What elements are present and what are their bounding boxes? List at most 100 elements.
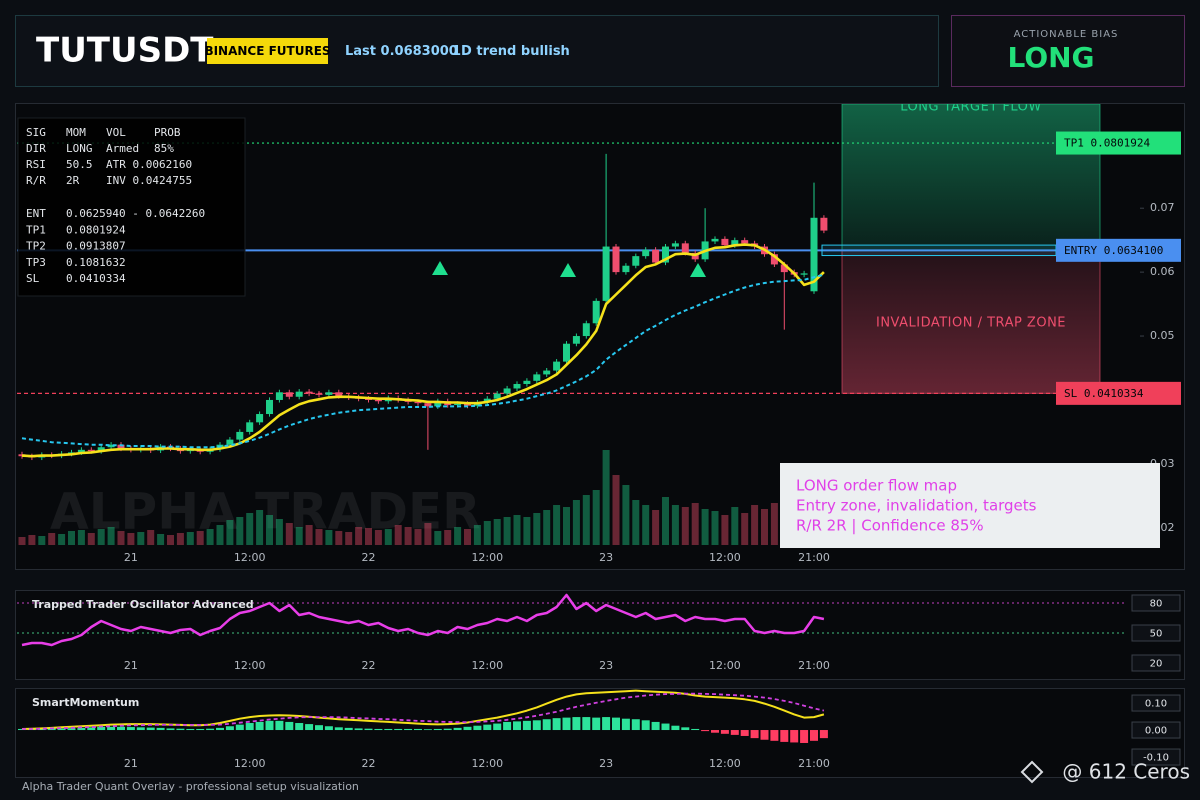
- histogram-bar: [612, 717, 620, 731]
- volume-bar: [355, 527, 363, 545]
- y-tick-box: [1131, 694, 1181, 712]
- stat-cell: Armed: [106, 142, 139, 155]
- stat-cell: LONG: [66, 142, 93, 155]
- stat-level: SL: [26, 272, 40, 285]
- candle-body: [434, 401, 442, 407]
- candle-body: [236, 431, 244, 440]
- level-tags: TP1 0.0801924 ENTRY 0.0634100 SL 0.0410334: [1056, 131, 1181, 405]
- volume-bar: [741, 513, 749, 545]
- note-line: Entry zone, invalidation, targets: [796, 497, 1037, 515]
- credit: @ 612 Ceros: [1062, 760, 1190, 784]
- volume-bar: [761, 509, 768, 545]
- candle-body: [117, 444, 125, 449]
- histogram-bar: [819, 730, 828, 739]
- volume-bar: [543, 510, 551, 545]
- histogram-bar: [433, 728, 442, 731]
- x-tick-label: 21:00: [798, 659, 830, 672]
- volume-bar: [493, 519, 501, 545]
- x-tick-label: 12:00: [709, 551, 741, 564]
- stat-cell: DIR: [26, 142, 46, 155]
- stat-cell: VOL: [106, 126, 126, 139]
- candle-body: [454, 403, 462, 406]
- y-tick-box: [1131, 624, 1181, 642]
- volume-bar: [701, 509, 709, 545]
- volume-bar: [671, 505, 679, 545]
- histogram-bar: [265, 720, 274, 731]
- histogram-bar: [790, 730, 799, 743]
- candle-body: [741, 240, 749, 244]
- histogram-bar: [245, 723, 254, 731]
- bias-box: [951, 15, 1185, 87]
- candle-body: [652, 249, 660, 263]
- stats: SIG MOM VOL PROB DIR LONG Armed 85% RSI 50.5 ATR 0…: [26, 126, 205, 285]
- credit-logo: [1020, 760, 1044, 784]
- histogram-bar: [711, 730, 719, 733]
- histogram-bar: [443, 728, 452, 731]
- volume-bar: [602, 450, 610, 545]
- histogram-bar: [740, 730, 749, 736]
- histogram-bar: [800, 730, 809, 743]
- volume-bar: [553, 505, 561, 545]
- bias-value: LONG: [1007, 41, 1094, 74]
- candle-body: [464, 403, 471, 406]
- volume-bar: [770, 503, 778, 545]
- y-tick-box: [1131, 594, 1181, 612]
- histogram-bar: [423, 729, 432, 731]
- volume-bar: [345, 532, 353, 545]
- zone-label: INVALIDATION / TRAP ZONE: [876, 315, 1066, 330]
- histogram-bar: [206, 728, 215, 731]
- x-tick-label: 12:00: [471, 551, 503, 564]
- target-zone: [841, 104, 1101, 251]
- candle-body: [513, 383, 521, 389]
- histogram-bar: [404, 728, 413, 731]
- volume-bar: [186, 532, 194, 545]
- exchange: BINANCE FUTURES: [204, 44, 330, 58]
- volume-bar: [473, 525, 481, 545]
- volume-bar: [176, 533, 184, 545]
- volume-bar: [216, 525, 224, 545]
- axes: 21 12:00 22 12:00 23 12:00 21:000.020.030.050.…: [32, 201, 1181, 770]
- histogram-bar: [87, 727, 96, 731]
- histogram-bar: [513, 721, 521, 731]
- volume-bar: [256, 510, 264, 545]
- x-tick-label: 12:00: [471, 757, 503, 770]
- candle-body: [305, 391, 313, 394]
- histogram-bar: [295, 723, 304, 731]
- footer: Alpha Trader Quant Overlay - professiona…: [22, 780, 359, 793]
- x-tick-label: 22: [362, 757, 376, 770]
- histogram-bar: [681, 727, 690, 731]
- y-tick-label: 50: [1150, 629, 1163, 640]
- volume-bar: [394, 525, 402, 545]
- x-tick-label: 12:00: [471, 659, 503, 672]
- series-line: [21, 273, 825, 449]
- candle-body: [572, 336, 580, 344]
- y-tick-label: 0.07: [1150, 201, 1175, 214]
- histogram-bar: [572, 717, 581, 731]
- histogram-bar: [117, 726, 125, 731]
- histogram-bar: [582, 717, 591, 731]
- candle-body: [810, 217, 818, 292]
- volume-bar: [315, 529, 323, 545]
- candle-body: [77, 449, 85, 453]
- zone-label: LONG TARGET FLOW: [900, 100, 1042, 115]
- volume-bar: [662, 497, 669, 545]
- y-tick-label: 0.05: [1150, 329, 1175, 342]
- trend: 1D trend bullish: [452, 44, 570, 59]
- volume-bar: [157, 534, 165, 545]
- histogram-bar: [344, 727, 353, 731]
- y-tick-label: 0.00: [1145, 726, 1167, 737]
- candle-body: [622, 265, 630, 273]
- histogram-bar: [57, 728, 66, 731]
- candle-body: [711, 238, 719, 242]
- histogram-bar: [394, 728, 403, 731]
- histogram-bar: [562, 717, 571, 731]
- candle-body: [325, 392, 333, 395]
- histogram-bar: [730, 730, 739, 735]
- volume-bar: [563, 507, 570, 545]
- stat-cell: R/R: [26, 174, 46, 187]
- histogram-bar: [631, 719, 640, 731]
- candle-body: [295, 391, 303, 397]
- candle-body: [800, 273, 808, 275]
- candle-body: [275, 392, 283, 400]
- histogram-bar: [275, 720, 284, 731]
